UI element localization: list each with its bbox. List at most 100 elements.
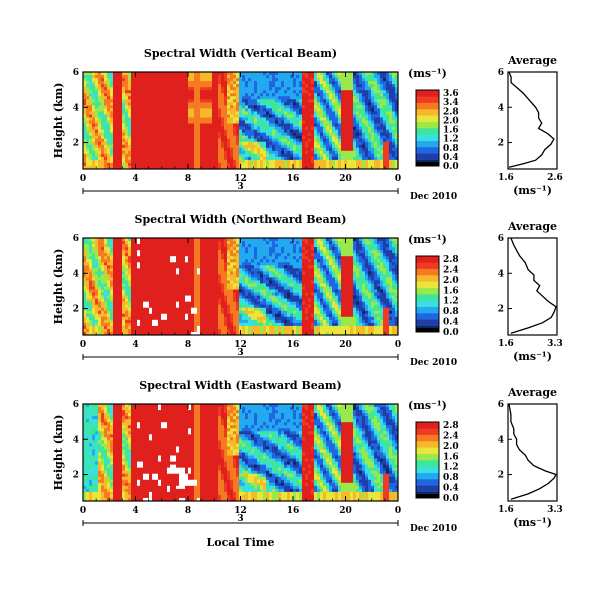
- heatmap-cell: [92, 123, 96, 127]
- heatmap-cell: [293, 75, 297, 79]
- heatmap-cell: [377, 126, 381, 130]
- heatmap-cell: [293, 132, 297, 137]
- heatmap-cell: [101, 129, 105, 134]
- heatmap-cell: [326, 126, 330, 130]
- heatmap-cell: [317, 81, 321, 85]
- heatmap-cell: [110, 87, 114, 91]
- heatmap-cell: [296, 138, 300, 143]
- heatmap-cell: [278, 126, 282, 130]
- heatmap-cell: [356, 114, 360, 118]
- heatmap-cell: [191, 301, 195, 306]
- heatmap-cell: [95, 135, 99, 140]
- heatmap-cell: [92, 75, 96, 79]
- heatmap-cell: [362, 141, 366, 146]
- heatmap-cell: [347, 132, 351, 137]
- heatmap-cell: [341, 159, 345, 164]
- heatmap-cell: [374, 96, 378, 100]
- heatmap-cell: [140, 165, 144, 170]
- heatmap-cell: [134, 144, 138, 149]
- heatmap-cell: [155, 280, 159, 284]
- heatmap-cell: [107, 265, 111, 269]
- heatmap-cell: [149, 286, 153, 290]
- heatmap-cell: [95, 316, 99, 321]
- heatmap-cell: [149, 331, 153, 336]
- heatmap-cell: [179, 114, 183, 118]
- heatmap-cell: [356, 132, 360, 137]
- heatmap-cell: [209, 114, 213, 118]
- colorbar-label: 1.6: [443, 126, 459, 136]
- heatmap-cell: [158, 78, 162, 82]
- heatmap-cell: [182, 135, 186, 140]
- heatmap-cell: [194, 153, 198, 158]
- heatmap-cell: [329, 102, 333, 106]
- heatmap-cell: [374, 144, 378, 149]
- heatmap-cell: [362, 126, 366, 130]
- heatmap-cell: [233, 96, 237, 100]
- heatmap-cell: [137, 81, 141, 85]
- heatmap-cell: [248, 120, 252, 124]
- heatmap-cell: [98, 117, 102, 121]
- heatmap-cell: [242, 162, 246, 167]
- heatmap-cell: [167, 259, 171, 263]
- heatmap-cell: [299, 75, 303, 79]
- heatmap-cell: [131, 241, 135, 245]
- heatmap-cell: [380, 123, 384, 127]
- heatmap-cell: [299, 141, 303, 146]
- heatmap-cell: [263, 126, 267, 130]
- heatmap-cell: [230, 165, 234, 170]
- heatmap-cell: [101, 153, 105, 158]
- heatmap-cell: [251, 162, 255, 167]
- heatmap-cell: [149, 129, 153, 134]
- heatmap-cell: [335, 132, 339, 137]
- heatmap-cell: [119, 280, 123, 284]
- heatmap-cell: [113, 90, 117, 94]
- heatmap-cell: [269, 108, 273, 112]
- heatmap-cell: [332, 102, 336, 106]
- heatmap-cell: [308, 81, 312, 85]
- heatmap-cell: [194, 313, 198, 318]
- heatmap-cell: [200, 165, 204, 170]
- heatmap-cell: [200, 265, 204, 269]
- heatmap-cell: [182, 111, 186, 115]
- heatmap-cell: [197, 250, 201, 254]
- heatmap-cell: [293, 93, 297, 97]
- heatmap-cell: [95, 84, 99, 88]
- heatmap-cell: [221, 283, 225, 287]
- heatmap-cell: [155, 123, 159, 127]
- heatmap-cell: [182, 319, 186, 324]
- heatmap-cell: [206, 247, 210, 251]
- heatmap-cell: [308, 117, 312, 121]
- heatmap-cell: [86, 298, 90, 303]
- heatmap-cell: [146, 111, 150, 115]
- heatmap-cell: [230, 144, 234, 149]
- heatmap-cell: [176, 283, 180, 287]
- heatmap-cell: [170, 105, 174, 109]
- heatmap-cell: [173, 298, 177, 303]
- heatmap-cell: [194, 111, 198, 115]
- heatmap-cell: [332, 153, 336, 158]
- heatmap-cell: [221, 141, 225, 146]
- heatmap-cell: [185, 277, 189, 281]
- heatmap-cell: [314, 135, 318, 140]
- heatmap-cell: [212, 301, 216, 306]
- heatmap-cell: [302, 144, 306, 149]
- heatmap-cell: [203, 123, 207, 127]
- heatmap-cell: [173, 153, 177, 158]
- heatmap-cell: [260, 78, 264, 82]
- heatmap-cell: [158, 319, 162, 324]
- heatmap-cell: [83, 310, 87, 315]
- heatmap-cell: [200, 322, 204, 327]
- heatmap-cell: [203, 144, 207, 149]
- heatmap-cell: [353, 105, 357, 109]
- heatmap-cell: [137, 247, 141, 251]
- heatmap-cell: [116, 274, 120, 278]
- heatmap-cell: [164, 268, 168, 272]
- heatmap-cell: [221, 310, 225, 315]
- heatmap-cell: [119, 301, 123, 306]
- heatmap-cell: [104, 310, 108, 315]
- heatmap-cell: [131, 138, 135, 143]
- heatmap-cell: [188, 147, 192, 152]
- heatmap-cell: [371, 138, 375, 143]
- heatmap-cell: [128, 117, 132, 121]
- heatmap-cell: [245, 114, 249, 118]
